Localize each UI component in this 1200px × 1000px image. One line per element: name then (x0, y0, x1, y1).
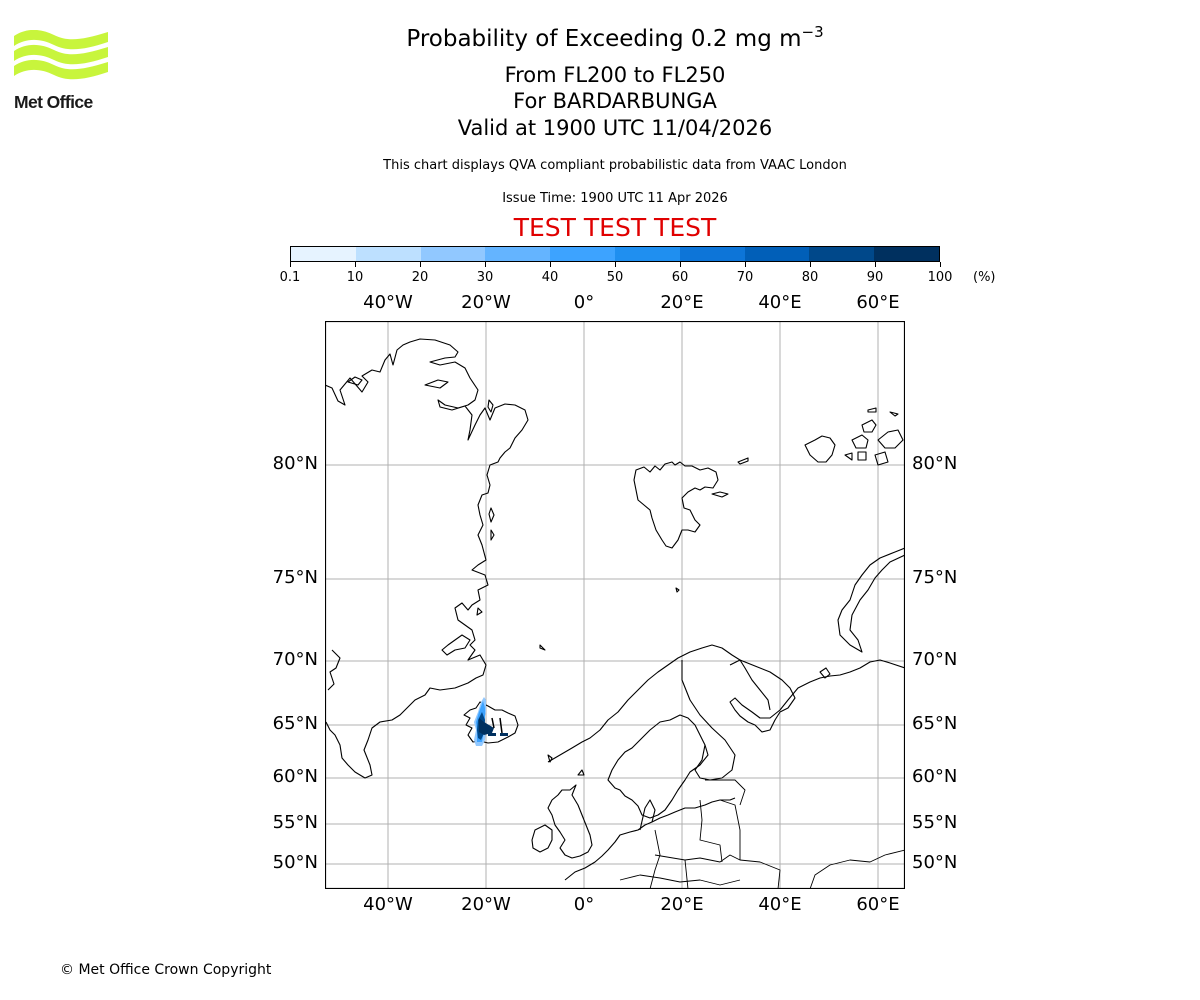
disclaimer-text: This chart displays QVA compliant probab… (383, 158, 847, 173)
colorbar-tick-label: 0.1 (279, 270, 301, 285)
lon-label-bottom: 20°E (660, 894, 704, 915)
met-office-logo: Met Office (14, 29, 108, 112)
colorbar-segment (291, 247, 356, 261)
test-banner: TEST TEST TEST (513, 213, 717, 242)
lon-label-top: 40°W (363, 292, 413, 313)
lat-label-right: 70°N (912, 649, 958, 670)
colorbar-segment (355, 247, 421, 261)
valid-time: Valid at 1900 UTC 11/04/2026 (457, 116, 773, 140)
lat-label-left: 65°N (272, 713, 318, 734)
colorbar-tick-label: 90 (866, 270, 884, 285)
gridlines (325, 321, 905, 889)
lat-label-left: 60°N (272, 766, 318, 787)
country-borders (619, 779, 905, 889)
colorbar-segment (679, 247, 745, 261)
coastlines (325, 338, 905, 889)
colorbar-unit: (%) (973, 270, 996, 285)
lon-label-top: 60°E (856, 292, 900, 313)
colorbar-tick (939, 262, 941, 267)
volcano-name: For BARDARBUNGA (513, 89, 717, 113)
lon-label-bottom: 40°W (363, 894, 413, 915)
lon-label-top: 20°E (660, 292, 704, 313)
colorbar-tick (354, 262, 356, 267)
colorbar-tick-label: 50 (606, 270, 624, 285)
colorbar-segment (420, 247, 486, 261)
colorbar-tick-label: 20 (411, 270, 429, 285)
ireland-coast (531, 824, 553, 853)
colorbar-tick (419, 262, 421, 267)
lat-label-left: 50°N (272, 852, 318, 873)
lon-label-top: 40°E (758, 292, 802, 313)
issue-time: Issue Time: 1900 UTC 11 Apr 2026 (502, 191, 728, 206)
colorbar-tick-label: 80 (801, 270, 819, 285)
lat-label-right: 50°N (912, 852, 958, 873)
colorbar (290, 246, 940, 262)
map-frame (325, 321, 905, 889)
chart-title: Probability of Exceeding 0.2 mg m−3 (0, 23, 1200, 52)
title-main: Probability of Exceeding 0.2 mg m (406, 26, 802, 52)
greenland-coast (325, 338, 529, 779)
lat-label-right: 65°N (912, 713, 958, 734)
colorbar-tick (809, 262, 811, 267)
lon-label-bottom: 20°W (461, 894, 511, 915)
copyright-notice: © Met Office Crown Copyright (60, 962, 272, 978)
colorbar-tick (874, 262, 876, 267)
lon-label-bottom: 60°E (856, 894, 900, 915)
lat-label-left: 55°N (272, 812, 318, 833)
lat-label-right: 75°N (912, 567, 958, 588)
svalbard-coast (633, 461, 719, 549)
lon-label-bottom: 0° (573, 894, 595, 915)
colorbar-segment (809, 247, 875, 261)
colorbar-tick (744, 262, 746, 267)
lon-label-top: 0° (573, 292, 595, 313)
novaya-zemlya-coast (837, 547, 905, 653)
lat-label-right: 60°N (912, 766, 958, 787)
colorbar-tick-label: 10 (346, 270, 364, 285)
map-background (325, 321, 905, 889)
colorbar-segment (550, 247, 615, 261)
iceland-coast (463, 701, 519, 744)
colorbar-tick-label: 70 (736, 270, 754, 285)
logo-text: Met Office (14, 92, 93, 112)
europe-coast (564, 797, 736, 881)
flight-level-range: From FL200 to FL250 (504, 63, 726, 87)
map-canvas[interactable] (325, 321, 905, 889)
lon-label-top: 20°W (461, 292, 511, 313)
colorbar-tick-label: 40 (541, 270, 559, 285)
colorbar-tick-label: 100 (927, 270, 953, 285)
title-superscript: −3 (801, 23, 824, 41)
met-office-waves-icon (14, 29, 108, 80)
colorbar-segment (744, 247, 810, 261)
franz-josef-land-coast (804, 435, 836, 463)
colorbar-tick (614, 262, 616, 267)
scandinavia-coast (547, 644, 905, 763)
lon-label-bottom: 40°E (758, 894, 802, 915)
colorbar-tick-label: 60 (671, 270, 689, 285)
colorbar-tick-label: 30 (476, 270, 494, 285)
ash-plume (474, 697, 508, 746)
lat-label-left: 80°N (272, 453, 318, 474)
lat-label-right: 80°N (912, 453, 958, 474)
lat-label-left: 75°N (272, 567, 318, 588)
colorbar-tick (484, 262, 486, 267)
lat-label-left: 70°N (272, 649, 318, 670)
colorbar-tick (289, 262, 291, 267)
uk-coast (547, 784, 593, 859)
colorbar-tick (679, 262, 681, 267)
colorbar-tick (549, 262, 551, 267)
lat-label-right: 55°N (912, 812, 958, 833)
colorbar-segment (485, 247, 551, 261)
colorbar-segment (874, 247, 939, 261)
colorbar-segment (614, 247, 680, 261)
